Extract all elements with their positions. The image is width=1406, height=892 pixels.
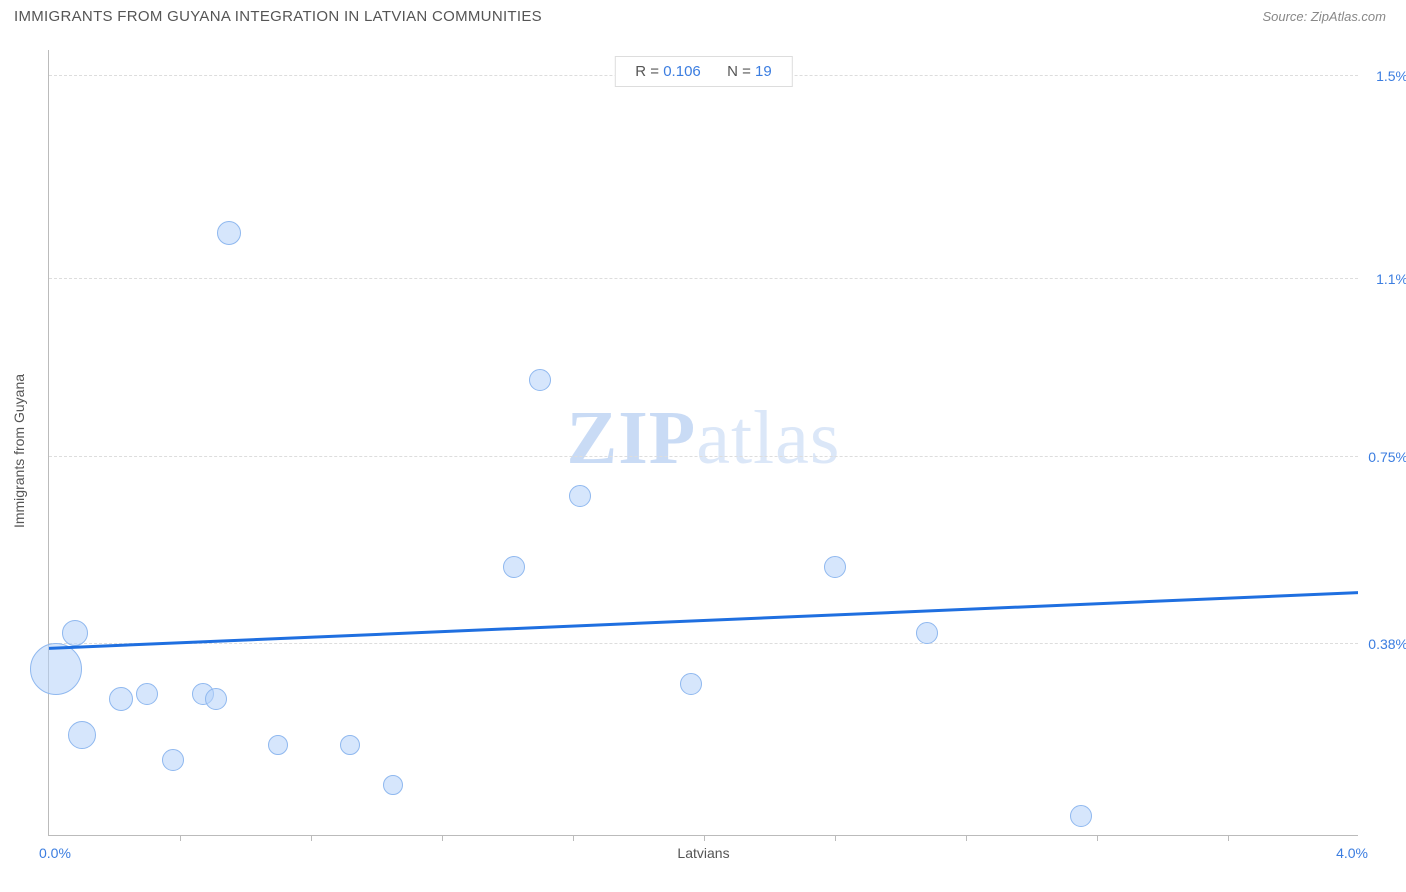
x-axis-label: Latvians [677,845,729,861]
data-point [1070,805,1092,827]
x-tick [1097,835,1098,841]
stats-box: R = 0.106 N = 19 [614,56,792,87]
watermark: ZIPatlas [567,395,841,482]
data-point [569,485,591,507]
y-axis-label: Immigrants from Guyana [11,373,27,527]
x-tick [835,835,836,841]
data-point [340,735,360,755]
data-point [205,688,227,710]
scatter-chart: ZIPatlas R = 0.106 N = 19 0.38% 0.75% 1.1%… [48,50,1358,836]
watermark-bold: ZIP [567,396,697,480]
r-label: R = [635,63,659,80]
data-point [503,556,525,578]
x-tick [966,835,967,841]
data-point [217,221,241,245]
x-tick [311,835,312,841]
y-tick-label: 0.38% [1363,636,1406,652]
data-point [162,749,184,771]
n-value: 19 [755,63,772,80]
watermark-rest: atlas [696,396,840,480]
x-axis-min: 0.0% [39,845,71,861]
y-tick-label: 1.1% [1363,271,1406,287]
gridline: 0.38% [49,643,1358,644]
data-point [529,369,551,391]
trend-line [49,50,1358,835]
data-point [62,620,88,646]
x-tick [573,835,574,841]
x-axis-max: 4.0% [1336,845,1368,861]
x-tick [1228,835,1229,841]
y-tick-label: 0.75% [1363,449,1406,465]
y-tick-label: 1.5% [1363,68,1406,84]
data-point [383,775,403,795]
chart-title: IMMIGRANTS FROM GUYANA INTEGRATION IN LA… [14,8,542,25]
source-prefix: Source: [1262,9,1310,24]
chart-header: IMMIGRANTS FROM GUYANA INTEGRATION IN LA… [0,0,1406,29]
x-tick [704,835,705,841]
data-point [136,683,158,705]
source-name: ZipAtlas.com [1311,9,1386,24]
x-tick [180,835,181,841]
data-point [68,721,96,749]
gridline: 1.1% [49,278,1358,279]
data-point [268,735,288,755]
data-point [680,673,702,695]
x-tick [442,835,443,841]
n-label: N = [727,63,751,80]
data-point [30,643,82,695]
source-attribution: Source: ZipAtlas.com [1262,9,1386,24]
data-point [824,556,846,578]
r-value: 0.106 [663,63,701,80]
gridline: 0.75% [49,456,1358,457]
data-point [109,687,133,711]
data-point [916,622,938,644]
